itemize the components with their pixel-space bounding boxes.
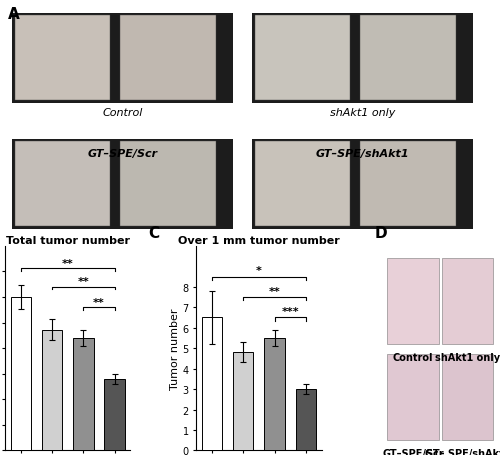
- Bar: [120, 142, 216, 227]
- Bar: [360, 16, 456, 101]
- Title: Total tumor number: Total tumor number: [6, 236, 130, 246]
- Text: **: **: [78, 277, 89, 287]
- Bar: [388, 354, 438, 440]
- Text: A: A: [8, 7, 19, 22]
- Bar: [255, 142, 350, 227]
- Bar: [12, 139, 233, 229]
- Text: **: **: [93, 297, 105, 307]
- Bar: [104, 379, 125, 450]
- Text: GT–SPE/shAkt1: GT–SPE/shAkt1: [316, 148, 410, 158]
- Text: GT–SPE/Scr: GT–SPE/Scr: [382, 449, 444, 455]
- Text: Control: Control: [102, 108, 143, 118]
- Text: GT–SPE/Scr: GT–SPE/Scr: [88, 148, 158, 158]
- Bar: [233, 353, 254, 450]
- Text: Control: Control: [392, 353, 433, 363]
- Bar: [10, 297, 31, 450]
- Bar: [15, 142, 110, 227]
- Text: **: **: [268, 286, 280, 296]
- Bar: [42, 330, 62, 450]
- Y-axis label: Tumor number: Tumor number: [170, 308, 179, 389]
- Text: ***: ***: [282, 307, 299, 317]
- Bar: [252, 14, 473, 103]
- Bar: [202, 318, 222, 450]
- Text: C: C: [148, 226, 160, 241]
- Bar: [388, 258, 438, 344]
- Text: shAkt1 only: shAkt1 only: [434, 353, 500, 363]
- Bar: [73, 338, 94, 450]
- Text: GT– SPE/shAkt1: GT– SPE/shAkt1: [424, 449, 500, 455]
- Bar: [296, 389, 316, 450]
- Text: **: **: [62, 258, 74, 268]
- Bar: [120, 16, 216, 101]
- Text: *: *: [256, 266, 262, 276]
- Bar: [12, 14, 233, 103]
- Bar: [264, 338, 284, 450]
- Title: Over 1 mm tumor number: Over 1 mm tumor number: [178, 236, 340, 246]
- Bar: [442, 258, 493, 344]
- Bar: [15, 16, 110, 101]
- Bar: [360, 142, 456, 227]
- Text: D: D: [374, 226, 387, 241]
- Bar: [252, 139, 473, 229]
- Bar: [442, 354, 493, 440]
- Text: shAkt1 only: shAkt1 only: [330, 108, 396, 118]
- Bar: [255, 16, 350, 101]
